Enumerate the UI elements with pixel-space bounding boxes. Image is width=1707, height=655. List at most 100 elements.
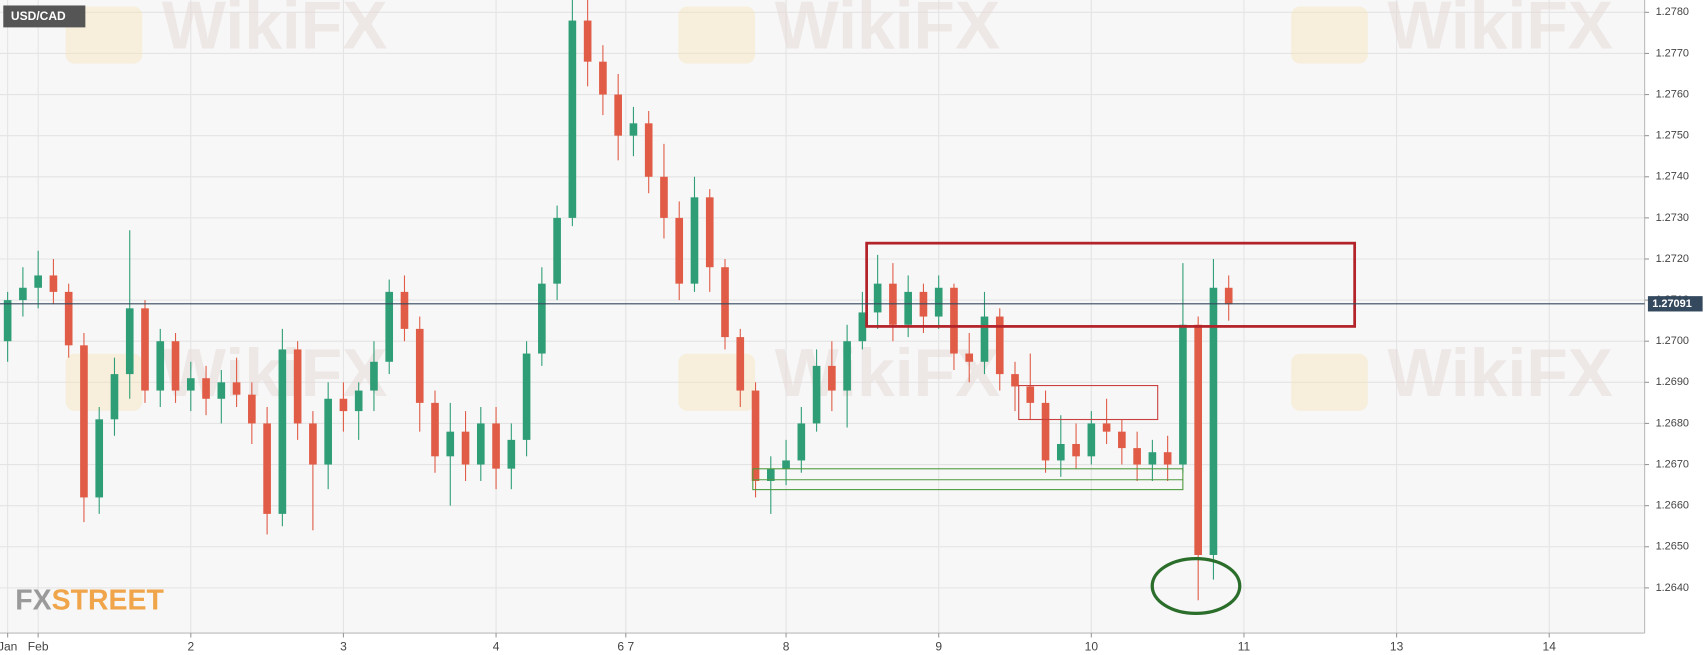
- watermark-text: WikiFX: [162, 0, 388, 64]
- candle-body: [3, 300, 12, 342]
- candle-body: [629, 123, 638, 136]
- x-tick-label: 6 7: [617, 640, 634, 654]
- candle-body: [599, 61, 607, 95]
- candle-body: [736, 337, 745, 391]
- watermark-text: WikiFX: [775, 336, 1001, 411]
- candle-body: [217, 382, 226, 399]
- candle-body: [1011, 374, 1019, 387]
- candle-body: [385, 291, 394, 362]
- y-tick-label: 1.2670: [1656, 458, 1689, 470]
- candle-body: [843, 341, 851, 391]
- candle-body: [339, 398, 348, 412]
- candles: [3, 0, 1233, 601]
- y-tick-label: 1.2650: [1656, 541, 1689, 553]
- x-tick-label: 13: [1390, 640, 1404, 654]
- candle-body: [156, 341, 165, 391]
- watermark-logo: [1291, 6, 1368, 64]
- candle-body: [766, 468, 775, 481]
- x-tick-label: Jan: [0, 640, 17, 654]
- x-tick-label: 10: [1085, 640, 1099, 654]
- candle-body: [476, 423, 485, 465]
- candle-body: [995, 316, 1004, 375]
- x-tick-label: 2: [187, 640, 194, 654]
- candle-body: [538, 283, 546, 354]
- y-tick-label: 1.2770: [1656, 47, 1689, 59]
- chart-title: USD/CAD: [11, 9, 66, 23]
- watermark-text: WikiFX: [1387, 336, 1613, 411]
- candle-body: [660, 176, 668, 218]
- x-tick-label: Feb: [28, 640, 49, 654]
- title-box: [3, 5, 86, 28]
- candle-body: [141, 308, 149, 391]
- low-highlight: [1150, 556, 1242, 616]
- x-tick-label: 4: [493, 640, 500, 654]
- candle-body: [904, 291, 912, 325]
- candle-body: [1041, 402, 1050, 461]
- watermark-text: WikiFX: [162, 336, 388, 411]
- candle-body: [828, 365, 836, 391]
- y-tick-label: 1.2730: [1656, 212, 1689, 224]
- candle-body: [1026, 386, 1035, 403]
- grid: [0, 0, 1645, 634]
- candle-body: [309, 423, 317, 465]
- y-tick-label: 1.2750: [1656, 130, 1689, 142]
- y-tick-label: 1.2760: [1656, 88, 1689, 100]
- candle-body: [354, 390, 363, 412]
- candle-body: [614, 94, 622, 136]
- candle-body: [293, 349, 302, 424]
- y-tick-label: 1.2660: [1656, 500, 1689, 512]
- logo-suffix: STREET: [52, 584, 165, 616]
- candle-body: [186, 378, 195, 391]
- candle-body: [171, 341, 180, 391]
- candle-body: [1179, 324, 1187, 465]
- candle-body: [431, 402, 439, 457]
- annotations: [752, 241, 1357, 616]
- y-tick-label: 1.2740: [1656, 171, 1689, 183]
- candle-body: [1102, 423, 1111, 432]
- x-tick-label: 14: [1543, 640, 1557, 654]
- candle-body: [812, 365, 821, 424]
- last-price-box: [1647, 296, 1703, 312]
- candle-body: [522, 353, 531, 440]
- y-tick-label: 1.2640: [1656, 582, 1689, 594]
- y-tick-label: 1.2700: [1656, 335, 1689, 347]
- y-tick-label: 1.2680: [1656, 417, 1689, 429]
- candle-body: [64, 291, 73, 346]
- y-tick-label: 1.2780: [1656, 6, 1689, 18]
- candle-body: [19, 287, 27, 301]
- y-tick-label: 1.2690: [1656, 376, 1689, 388]
- candle-body: [690, 197, 699, 284]
- candle-body: [782, 460, 790, 469]
- candle-body: [95, 419, 104, 498]
- candle-body: [49, 275, 58, 292]
- plot-background: [0, 0, 1645, 633]
- last-price-label: 1.27091: [1652, 298, 1692, 310]
- candle-body: [583, 20, 592, 62]
- candle-body: [110, 374, 119, 420]
- candle-body: [34, 275, 42, 288]
- candle-body: [415, 328, 424, 403]
- candle-body: [1133, 448, 1141, 465]
- logo: FXSTREET: [15, 584, 164, 616]
- watermark-logo: [678, 6, 756, 64]
- candle-body: [705, 197, 714, 268]
- candle-body: [324, 398, 332, 465]
- candle-body: [934, 287, 943, 317]
- axes: 1.2640 1.2650 1.2660 1.2670 1.2680 1.2690 1.27…: [0, 6, 1703, 654]
- candle-body: [751, 390, 760, 481]
- candle-body: [721, 267, 729, 338]
- candle-body: [400, 291, 409, 329]
- candle-body: [1118, 431, 1126, 449]
- watermark-text: WikiFX: [1387, 0, 1613, 64]
- candle-body: [1209, 287, 1218, 555]
- candle-body: [1224, 287, 1233, 305]
- watermark-logo: [678, 353, 756, 411]
- candle-body: [370, 361, 378, 391]
- candle-body: [1072, 443, 1080, 457]
- candle-body: [873, 283, 882, 313]
- candle-body: [568, 20, 577, 218]
- candle-body: [446, 431, 455, 457]
- x-tick-label: 8: [783, 640, 790, 654]
- candle-body: [965, 353, 974, 362]
